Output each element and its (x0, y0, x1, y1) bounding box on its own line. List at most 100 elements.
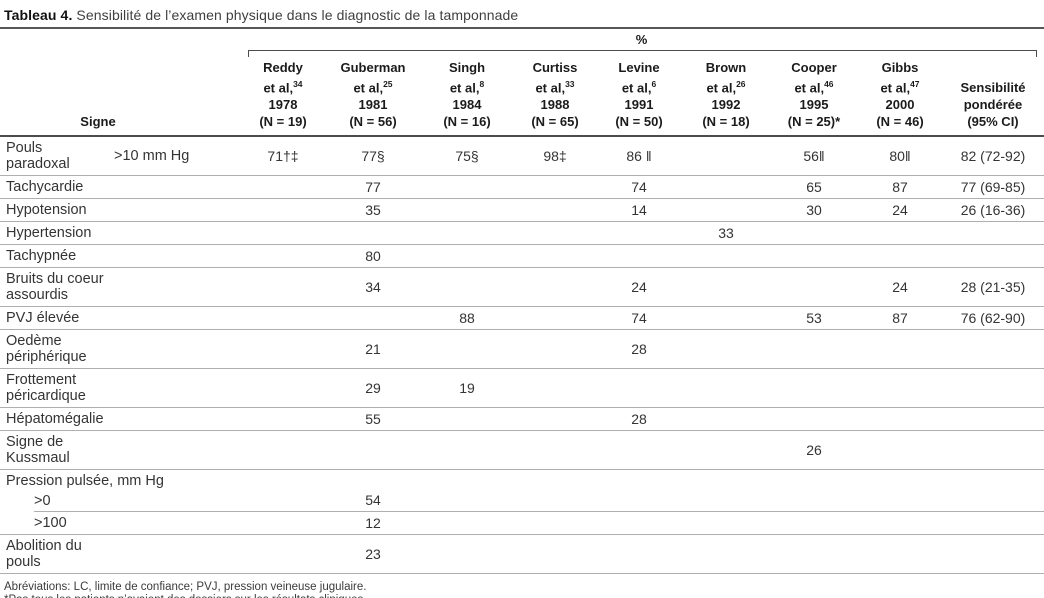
study-value-cell (858, 489, 942, 513)
sign-qualifier (108, 329, 240, 370)
sign-label: Hépatomégalie (0, 407, 108, 432)
table-row: Hépatomégalie 55 28 (0, 407, 1044, 432)
study-value-cell (514, 175, 596, 200)
study-value-cell (770, 329, 858, 370)
sign-label: PVJ élevée (0, 306, 108, 331)
study-value-cell (682, 244, 770, 269)
study-value-cell (240, 267, 326, 308)
study-value-cell (682, 175, 770, 200)
study-value-cell (596, 534, 682, 575)
study-value-cell (514, 306, 596, 331)
study-value-cell: 88 (420, 306, 514, 331)
study-value-cell (240, 511, 326, 536)
study-value-cell: 19 (420, 368, 514, 409)
study-value-cell: 24 (858, 198, 942, 223)
study-value-cell: 54 (326, 489, 420, 513)
study-value-cell (596, 368, 682, 409)
study-value-cell (858, 244, 942, 269)
weighted-value-cell (942, 329, 1044, 370)
sign-qualifier (108, 306, 240, 331)
sign-qualifier (108, 534, 240, 575)
sign-label: >0 (0, 489, 108, 512)
sign-qualifier (108, 511, 240, 536)
study-value-cell (858, 511, 942, 536)
column-header-weighted-sensitivity: Sensibilité pondérée (95% CI) (942, 51, 1044, 138)
group-label: Pression pulsée, mm Hg (6, 473, 164, 490)
table-body: Pouls paradoxal >10 mm Hg 71†‡ 77§ 75§ 98‡ 86 … (0, 136, 1044, 575)
study-value-cell: 53 (770, 306, 858, 331)
study-value-cell (596, 430, 682, 471)
study-value-cell: 28 (596, 329, 682, 370)
study-value-cell (858, 329, 942, 370)
table-row: Hypotension 35 14 30 24 26 (16-36) (0, 198, 1044, 223)
study-value-cell (514, 368, 596, 409)
study-value-cell (420, 489, 514, 513)
study-value-cell: 71†‡ (240, 136, 326, 177)
column-header-study-brown: Brown et al,26 1992 (N = 18) (682, 51, 770, 138)
study-value-cell: 21 (326, 329, 420, 370)
table-row: Oedème périphérique 21 28 (0, 329, 1044, 370)
study-value-cell: 12 (326, 511, 420, 536)
study-value-cell (240, 534, 326, 575)
study-value-cell (240, 175, 326, 200)
study-value-cell: 74 (596, 175, 682, 200)
study-value-cell: 87 (858, 175, 942, 200)
table-row: Abolition du pouls 23 (0, 534, 1044, 575)
study-value-cell: 98‡ (514, 136, 596, 177)
column-header-study-gibbs: Gibbs et al,47 2000 (N = 46) (858, 51, 942, 138)
study-value-cell: 23 (326, 534, 420, 575)
weighted-value-cell (942, 511, 1044, 536)
study-value-cell (514, 407, 596, 432)
table-row: PVJ élevée 88 74 53 87 76 (62-90) (0, 306, 1044, 331)
sign-label: Signe de Kussmaul (0, 430, 108, 471)
table-row: Pouls paradoxal >10 mm Hg 71†‡ 77§ 75§ 98‡ 86 … (0, 136, 1044, 177)
study-value-cell (682, 136, 770, 177)
study-value-cell (770, 511, 858, 536)
percent-header: % (635, 32, 648, 47)
table-row: Bruits du coeur assourdis 34 24 24 28 (21-35… (0, 267, 1044, 308)
column-header-signe: Signe (0, 51, 240, 138)
study-value-cell (770, 368, 858, 409)
footnote-line: *Pas tous les patients n’avaient des dos… (4, 594, 1044, 598)
study-value-cell (596, 244, 682, 269)
weighted-value-cell (942, 244, 1044, 269)
column-header-study-levine: Levine et al,6 1991 (N = 50) (596, 51, 682, 138)
column-header-study-curtiss: Curtiss et al,33 1988 (N = 65) (514, 51, 596, 138)
weighted-value-cell: 82 (72-92) (942, 136, 1044, 177)
study-value-cell (326, 430, 420, 471)
sign-label: Frottement péricardique (0, 368, 108, 409)
weighted-value-cell (942, 221, 1044, 246)
study-value-cell: 74 (596, 306, 682, 331)
sign-qualifier (108, 368, 240, 409)
study-value-cell: 24 (596, 267, 682, 308)
study-value-cell (858, 221, 942, 246)
column-header-study-reddy: Reddy et al,34 1978 (N = 19) (240, 51, 326, 138)
study-value-cell (514, 198, 596, 223)
study-value-cell (514, 489, 596, 513)
study-value-cell (240, 368, 326, 409)
sign-qualifier (108, 267, 240, 308)
sensitivity-table: Signe Reddy et al,34 1978 (N = 19) Guberman… (0, 51, 1044, 575)
sign-qualifier (108, 244, 240, 269)
weighted-value-cell: 76 (62-90) (942, 306, 1044, 331)
study-value-cell: 75§ (420, 136, 514, 177)
study-value-cell (514, 534, 596, 575)
sign-qualifier: >10 mm Hg (108, 136, 240, 177)
study-value-cell: 56‖ (770, 136, 858, 177)
header-row: Signe Reddy et al,34 1978 (N = 19) Guberman… (0, 51, 1044, 138)
study-value-cell (770, 407, 858, 432)
footnote-line: Abréviations: LC, limite de confiance; P… (4, 581, 367, 594)
study-value-cell (240, 430, 326, 471)
study-value-cell (770, 244, 858, 269)
study-value-cell: 55 (326, 407, 420, 432)
study-value-cell (514, 244, 596, 269)
weighted-value-cell (942, 368, 1044, 409)
study-value-cell: 26 (770, 430, 858, 471)
study-value-cell (420, 198, 514, 223)
study-value-cell (420, 511, 514, 536)
study-value-cell (240, 198, 326, 223)
page-title: Tableau 4. Sensibilité de l’examen physi… (0, 0, 1044, 29)
study-value-cell (858, 368, 942, 409)
sign-qualifier (108, 489, 240, 513)
